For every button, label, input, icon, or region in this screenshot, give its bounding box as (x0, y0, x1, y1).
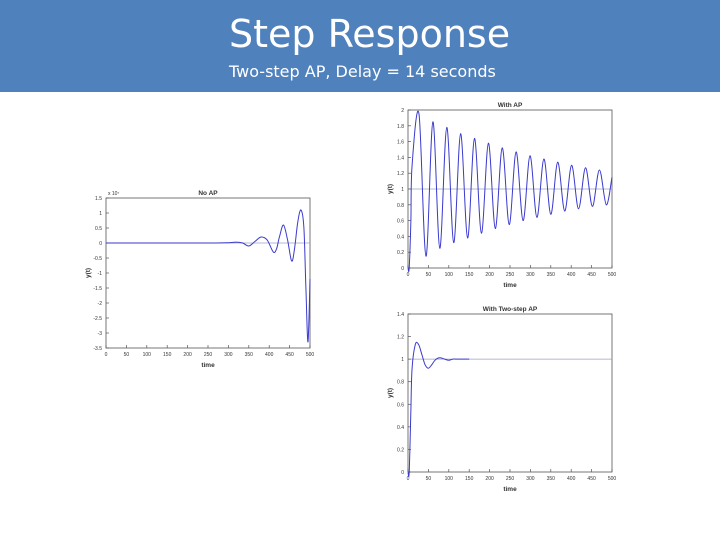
y-tick-label: 1.6 (397, 140, 404, 146)
y-tick-label: 1 (99, 211, 102, 217)
x-tick-label: 350 (547, 272, 556, 278)
y-tick-label: 0.2 (397, 447, 404, 453)
x-tick-label: 200 (485, 272, 494, 278)
x-axis-label: time (503, 282, 517, 289)
y-tick-label: 1.2 (397, 171, 404, 177)
chart-with-ap: 0 50 100 150 200 250 300 350 400 450 500 0 0.2 0.4 0.6… (387, 102, 617, 289)
x-tick-label: 450 (587, 272, 596, 278)
y-tick-label: 1.4 (397, 155, 404, 161)
y-tick-label: 1.5 (95, 196, 102, 202)
series-line (407, 110, 613, 272)
y-tick-label: -1 (98, 271, 103, 277)
y-tick-label: 2 (401, 108, 404, 114)
series-line (407, 341, 470, 478)
y-tick-label: -3 (98, 331, 103, 337)
slide-title: Step Response (229, 12, 511, 56)
x-tick-label: 400 (567, 476, 576, 482)
x-tick-label: 350 (245, 352, 254, 358)
y-tick-label: 0.4 (397, 425, 404, 431)
chart-title: No AP (198, 190, 218, 197)
x-tick-label: 150 (465, 272, 474, 278)
series-line (106, 209, 311, 343)
x-tick-label: 150 (465, 476, 474, 482)
y-axis-label: y(t) (387, 184, 394, 194)
x-tick-label: 200 (485, 476, 494, 482)
x-tick-label: 400 (265, 352, 274, 358)
x-tick-label: 100 (445, 272, 454, 278)
y-tick-label: 1 (401, 357, 404, 363)
x-tick-label: 0 (407, 272, 410, 278)
x-tick-label: 0 (407, 476, 410, 482)
slide-subtitle: Two-step AP, Delay = 14 seconds (229, 62, 496, 81)
x-axis-label: time (201, 362, 215, 369)
y-tick-label: 1 (401, 187, 404, 193)
y-tick-label: -1.5 (93, 286, 102, 292)
x-tick-label: 350 (547, 476, 556, 482)
x-tick-label: 100 (445, 476, 454, 482)
x-tick-label: 450 (285, 352, 294, 358)
x-tick-label: 300 (526, 272, 535, 278)
x-tick-label: 150 (163, 352, 172, 358)
y-tick-label: 0.6 (397, 402, 404, 408)
plot-frame (407, 313, 613, 473)
x-axis-label: time (503, 486, 517, 493)
y-tick-label: 1.2 (397, 335, 404, 341)
y-tick-label: 0.4 (397, 234, 404, 240)
y-tick-label: 1.8 (397, 124, 404, 130)
y-tick-label: -0.5 (93, 256, 102, 262)
y-tick-label: -2.5 (93, 316, 102, 322)
x-tick-label: 50 (426, 476, 432, 482)
y-tick-label: -2 (98, 301, 103, 307)
x-tick-label: 50 (124, 352, 130, 358)
exponent-label: x 10⁷ (108, 191, 119, 197)
x-tick-label: 250 (506, 476, 515, 482)
chart-no-ap: 0 50 100 150 200 250 300 350 400 450 500 1.5 1 0.5 0 -0… (85, 190, 315, 369)
x-tick-label: 250 (204, 352, 213, 358)
x-tick-label: 200 (183, 352, 192, 358)
x-tick-label: 500 (608, 272, 617, 278)
plot-frame (105, 197, 311, 349)
y-tick-label: 1.4 (397, 312, 404, 318)
x-tick-label: 450 (587, 476, 596, 482)
x-tick-label: 500 (608, 476, 617, 482)
chart-title: With AP (498, 102, 523, 109)
x-tick-label: 100 (143, 352, 152, 358)
x-tick-label: 300 (224, 352, 233, 358)
x-tick-label: 500 (306, 352, 315, 358)
x-tick-label: 400 (567, 272, 576, 278)
chart-with-two-step-ap: 0 50 100 150 200 250 300 350 400 450 500 0 0.2 0.4 0.6… (387, 306, 617, 493)
y-tick-label: 0.8 (397, 380, 404, 386)
y-tick-label: 0.8 (397, 203, 404, 209)
chart-title: With Two-step AP (483, 306, 538, 313)
x-tick-label: 250 (506, 272, 515, 278)
y-axis-label: y(t) (387, 388, 394, 398)
y-tick-label: 0 (401, 470, 404, 476)
slide-header: Step Response Two-step AP, Delay = 14 se… (0, 0, 720, 92)
y-tick-label: 0.2 (397, 250, 404, 256)
x-tick-label: 50 (426, 272, 432, 278)
y-tick-label: -3.5 (93, 346, 102, 352)
y-tick-label: 0.5 (95, 226, 102, 232)
x-tick-label: 300 (526, 476, 535, 482)
y-tick-label: 0.6 (397, 219, 404, 225)
x-tick-label: 0 (105, 352, 108, 358)
y-tick-label: 0 (99, 241, 102, 247)
y-tick-label: 0 (401, 266, 404, 272)
y-axis-label: y(t) (85, 268, 92, 278)
